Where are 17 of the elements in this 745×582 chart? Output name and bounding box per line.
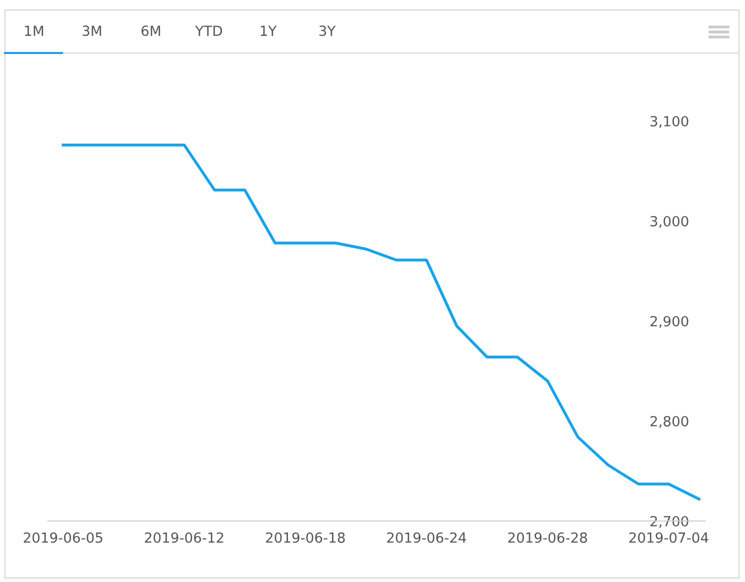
x-tick-label: 2019-06-24 xyxy=(387,532,466,543)
text: 1Y xyxy=(260,26,277,36)
y-tick-label: 2,800 xyxy=(650,416,688,428)
x-tick-label: 2019-07-04 xyxy=(629,532,708,543)
y-tick-label: 2,900 xyxy=(650,316,688,328)
text: 1M xyxy=(25,26,44,36)
x-tick-label: 2019-06-28 xyxy=(508,532,587,543)
text: 6M xyxy=(142,26,160,36)
line-series xyxy=(62,144,700,500)
y-tick-label: 3,000 xyxy=(650,216,688,228)
x-tick-label: 2019-06-18 xyxy=(266,532,345,543)
text: 3Y xyxy=(319,26,336,36)
text: YTD xyxy=(195,26,222,36)
y-tick-label: 3,100 xyxy=(650,116,688,128)
x-tick-label: 2019-06-05 xyxy=(24,532,102,543)
text: 3M xyxy=(82,26,102,36)
x-tick-label: 2019-06-12 xyxy=(144,532,224,543)
